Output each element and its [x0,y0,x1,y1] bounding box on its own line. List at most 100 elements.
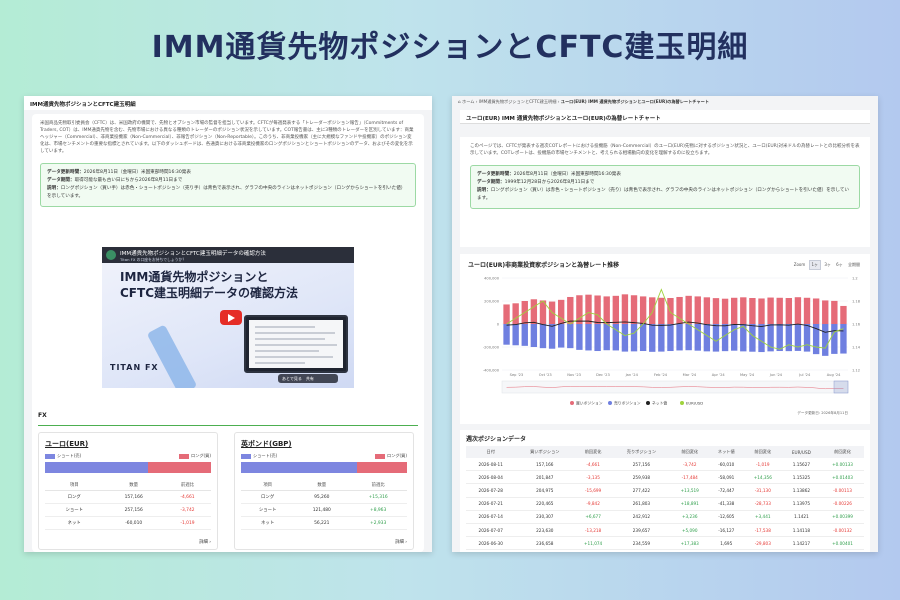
column-header: 前回変化 [574,446,613,458]
position-chart[interactable]: 400,000 200,000 0 -200,000 -400,000 1.2 1.18 1.… [460,254,870,424]
breadcrumb-home[interactable]: ホーム [462,99,475,104]
x-tick-label: Oct '23 [539,373,552,377]
table-row: 2026-07-21 220,465 -9,842 261,803 +18,891 -41… [466,497,864,511]
table-cell: 2026-07-07 [466,523,516,538]
short-bar [548,324,556,349]
table-cell: 259,938 [612,470,671,485]
table-cell: 1,695 [708,536,744,551]
legend-label: 売りポジション [614,401,641,406]
column-header: 前回変化 [743,446,782,458]
legend-short: ショート(売) [241,453,277,459]
detail-link[interactable]: 詳細 › [395,540,407,545]
y-left-tick-label: -400,000 [483,369,500,373]
zoom-3m-button[interactable]: 3ヶ [824,262,831,267]
currency-card-eur[interactable]: ユーロ(EUR) ショート(売) ロング(買) 項目 数量 前週比 ロング 157,1… [38,432,218,550]
short-bar [812,324,820,355]
currency-name[interactable]: ユーロ(EUR) [45,440,89,448]
page-title: ユーロ(EUR) IMM 通貨先物ポジションとユーロ(EUR)の為替レートチャー… [460,110,870,124]
info-period: データ期間：1999年12月28日から2026年8月11日まで [477,180,595,185]
table-cell: -12,605 [708,510,744,524]
short-bar [831,324,838,354]
long-bar [667,298,674,324]
short-bar [639,324,647,352]
table-cell: 2026-08-11 [466,458,516,472]
x-tick-label: Jul '24 [798,373,811,377]
long-bar [639,296,647,324]
fx-title: FX [38,412,47,419]
detail-link[interactable]: 詳細 › [199,540,211,545]
position-ratio-bar [241,462,407,473]
short-bar [694,324,701,351]
table-row: ネット 56,221 +2,933 [241,516,407,530]
table-row: 2026-07-07 223,630 -13,218 239,657 +5,090 -16… [466,523,864,538]
table-cell: -60,010 [708,458,744,472]
play-icon[interactable] [220,310,242,325]
decorative-stripe [146,324,198,388]
table-cell: +5,090 [670,523,709,538]
short-bar [721,324,729,352]
weekly-title: 週次ポジションデータ [466,436,527,443]
table-cell: -29,803 [743,536,782,551]
table-cell: +0.00401 [821,536,864,551]
rate-line [506,288,844,350]
short-bar [685,324,692,351]
short-bar [503,324,510,345]
table-cell: +17,383 [670,536,709,551]
table-cell: 2026-07-28 [466,483,516,498]
breadcrumb-current: ユーロ(EUR) IMM 通貨先物ポジションとユーロ(EUR)の為替レートチャー… [560,99,710,104]
intro-text: このページでは、CFTCが発表する週次COTレポートにおける投機筋（Non-Co… [470,144,860,156]
short-bar [539,324,547,349]
table-cell: -17,484 [670,470,709,485]
home-icon[interactable]: ⌂ [458,99,462,104]
currency-name[interactable]: 英ポンド(GBP) [241,440,292,448]
short-bar [703,324,711,352]
legend-swatch [646,401,650,405]
table-cell: -28,733 [743,497,782,511]
short-bar [840,324,847,354]
zoom-1m-button[interactable]: 1ヶ [808,260,822,270]
y-right-tick-label: 1.16 [852,323,861,327]
legend-short: ショート(売) [45,453,81,459]
legend-swatch [570,401,574,405]
table-cell: 2026-07-21 [466,497,516,511]
table-cell: -16,127 [708,523,744,538]
currency-card-gbp[interactable]: 英ポンド(GBP) ショート(売) ロング(買) 項目 数量 前週比 ロング 95,2… [234,432,414,550]
video-actions[interactable]: あとで見る 共有 [278,374,338,383]
column-header: 買いポジション [515,446,575,458]
table-row: 2026-06-30 236,658 +11,074 234,559 +17,383 1,… [466,536,864,551]
laptop-screen-image [244,315,348,373]
short-bar [612,324,620,351]
long-bar [831,300,838,324]
zoom-6m-button[interactable]: 6ヶ [836,262,843,267]
short-bar [585,324,592,351]
y-right-tick-label: 1.2 [852,277,858,281]
table-row: ショート 121,480 +8,963 [241,503,407,517]
table-cell: -15,699 [574,483,613,498]
weekly-table: 日付 買いポジション 前回変化 売りポジション 前回変化 ネット値 前回変化 EUR/USD 前… [466,446,864,551]
table-cell: 201,847 [515,470,575,485]
short-bar [776,324,783,352]
breadcrumb-mid[interactable]: IMM通貨先物ポジションとCFTC建玉明細 [478,99,557,104]
x-tick-label: Aug '24 [827,373,841,377]
short-bar [822,324,829,356]
table-row: 2026-08-11 157,166 -4,661 257,156 -3,742 -60,… [466,458,864,472]
table-row: 2026-08-04 201,847 -3,135 259,938 -17,484 -58… [466,470,864,485]
info-box: データ更新時間：2026年8月11日（金曜日）米国東部時間16:30発表 データ… [40,163,416,207]
table-cell: -0.00132 [821,523,864,538]
video-thumbnail[interactable]: IMM通貨先物ポジションとCFTC建玉明細データの確認方法 Titan FX の… [102,247,354,388]
long-bar [503,304,510,324]
info-update: データ更新時間：2026年8月11日（金曜日）米国東部時間16:30発表 [477,172,621,177]
table-cell: -58,091 [708,470,744,485]
column-header: 前回変化 [670,446,709,458]
table-cell: -13,218 [574,523,613,538]
table-cell: -9,842 [574,497,613,511]
long-bar [621,294,629,324]
zoom-all-button[interactable]: 全期間 [848,262,860,267]
long-bar [649,297,656,324]
table-cell: 234,559 [612,536,671,551]
long-bar [658,297,665,324]
table-cell: +3,236 [670,510,709,524]
table-cell: -41,338 [708,497,744,511]
short-bar [658,324,665,352]
y-right-tick-label: 1.12 [852,369,860,373]
